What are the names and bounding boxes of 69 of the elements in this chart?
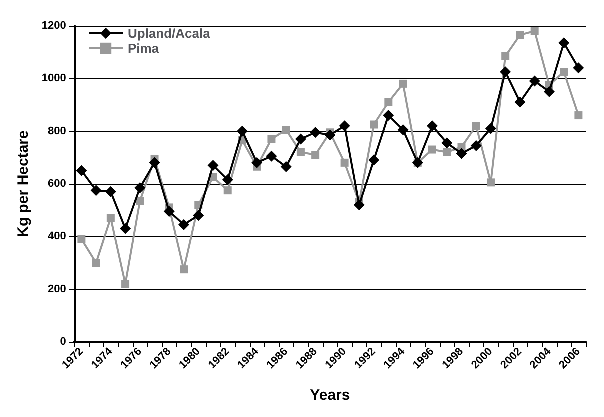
point [398,124,409,136]
point [193,210,204,222]
point [252,157,263,168]
point [312,151,320,160]
point [428,146,437,154]
point [280,161,292,172]
point [485,123,496,134]
point [370,120,378,129]
y-tick-label: 200 [48,283,66,296]
point [282,126,290,134]
point [502,52,510,60]
point [472,122,480,130]
point [90,185,102,196]
point [560,68,568,76]
point [236,126,248,137]
point [573,62,584,74]
point [340,158,349,167]
point [208,160,219,172]
legend-label: Pima [128,41,160,56]
point [558,38,570,49]
point [268,135,276,144]
y-tick-label: 800 [48,125,66,138]
point [178,219,190,230]
point [530,27,539,36]
point [266,150,278,162]
y-axis-title: Kg per Hectare [15,130,32,238]
x-axis-title: Years [310,387,350,404]
point [443,148,452,156]
point [105,186,116,198]
point [106,214,115,222]
point [544,86,555,98]
point [368,154,380,166]
point [164,206,175,218]
point [354,200,365,211]
point [514,96,526,108]
legend-label: Upland/Acala [128,26,212,41]
y-tick-label: 600 [48,178,66,190]
y-tick-label: 0 [60,336,66,348]
point [516,31,524,40]
point [500,66,512,78]
y-tick-label: 1000 [42,72,66,85]
point [442,138,453,149]
point [486,178,495,187]
point [134,182,146,194]
point [456,148,468,160]
point [399,80,408,88]
point [324,130,336,141]
point [224,186,232,195]
point [339,120,350,132]
point [529,76,540,87]
point [180,266,188,274]
point [427,120,438,132]
point [295,134,306,145]
point [383,110,394,122]
point [384,98,393,106]
y-tick-label: 1200 [42,20,66,32]
y-tick-label: 400 [48,230,66,243]
point [470,140,482,152]
point [574,112,583,120]
point [310,127,322,138]
point [296,148,305,156]
point [149,157,160,168]
point [92,259,100,267]
point [76,165,88,176]
point [78,235,86,244]
point [136,197,144,206]
point [222,174,234,186]
point [120,223,132,234]
point [122,280,130,288]
